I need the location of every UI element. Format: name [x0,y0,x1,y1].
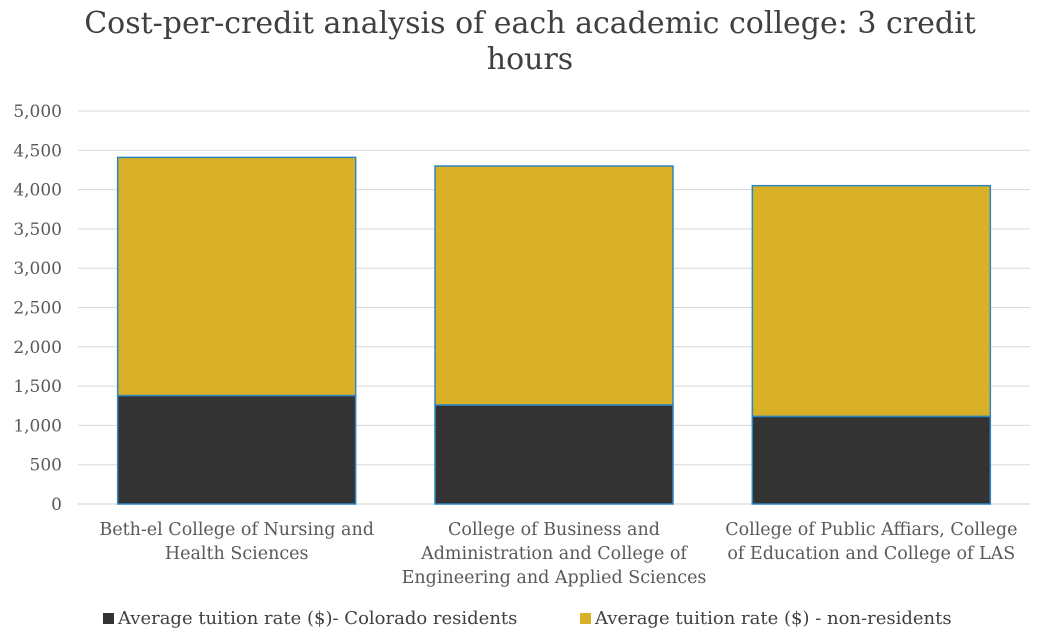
y-tick-label: 1,000 [13,416,62,436]
y-tick-label: 4,500 [13,141,62,161]
bar-segment-residents [434,404,674,505]
bar-segment-nonresidents [751,184,992,418]
x-tick-label: Health Sciences [165,544,309,564]
legend-item-nonresidents: Average tuition rate ($) - non-residents [580,608,952,629]
legend-swatch-residents [103,613,114,624]
legend-item-residents: Average tuition rate ($)- Colorado resid… [103,608,517,629]
legend-swatch-nonresidents [580,613,591,624]
x-tick-label: College of Business and [448,520,660,540]
y-tick-label: 2,500 [13,299,62,319]
bar-segment-nonresidents [116,156,357,397]
x-tick-label: Engineering and Applied Sciences [402,568,707,588]
bar-segment-nonresidents [434,165,674,406]
x-tick-label: College of Public Affiars, College [725,520,1017,540]
y-tick-label: 0 [51,495,62,515]
y-tick-label: 1,500 [13,377,62,397]
y-tick-label: 2,000 [13,338,62,358]
bar-segment-residents [116,394,357,505]
legend-label-nonresidents: Average tuition rate ($) - non-residents [595,608,952,629]
y-tick-label: 3,000 [13,259,62,279]
y-tick-label: 3,500 [13,220,62,240]
y-tick-label: 4,000 [13,181,62,201]
chart-title: Cost-per-credit analysis of each academi… [84,6,976,77]
bar-segment-residents [751,415,992,505]
legend-label-residents: Average tuition rate ($)- Colorado resid… [118,608,518,629]
x-tick-label: of Education and College of LAS [727,544,1015,564]
y-tick-label: 500 [30,456,62,476]
x-tick-label: Beth-el College of Nursing and [99,520,374,540]
y-tick-label: 5,000 [13,102,62,122]
chart-legend: Average tuition rate ($)- Colorado resid… [0,608,1045,636]
x-tick-label: Administration and College of [420,544,688,564]
